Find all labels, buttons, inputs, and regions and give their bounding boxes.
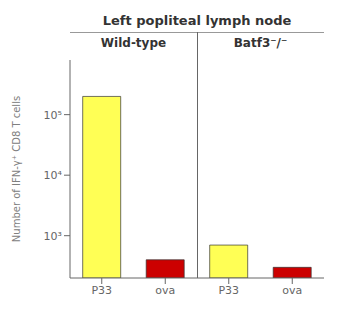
svg-text:ova: ova bbox=[155, 284, 175, 297]
svg-text:10⁴: 10⁴ bbox=[44, 169, 63, 182]
html-text:Left popliteal lymph node: Left popliteal lymph node bbox=[102, 12, 292, 28]
svg-text:10³: 10³ bbox=[44, 230, 62, 243]
svg-text:P33: P33 bbox=[218, 284, 239, 297]
svg-text:Number of IFN-γ⁺ CD8 T cells: Number of IFN-γ⁺ CD8 T cells bbox=[11, 96, 22, 242]
svg-text:P33: P33 bbox=[91, 284, 112, 297]
svg-text:10⁵: 10⁵ bbox=[44, 109, 62, 122]
html-text:Batf3⁻/⁻: Batf3⁻/⁻ bbox=[233, 36, 288, 50]
html-text:Wild-type: Wild-type bbox=[100, 36, 167, 50]
svg-text:ova: ova bbox=[282, 284, 302, 297]
